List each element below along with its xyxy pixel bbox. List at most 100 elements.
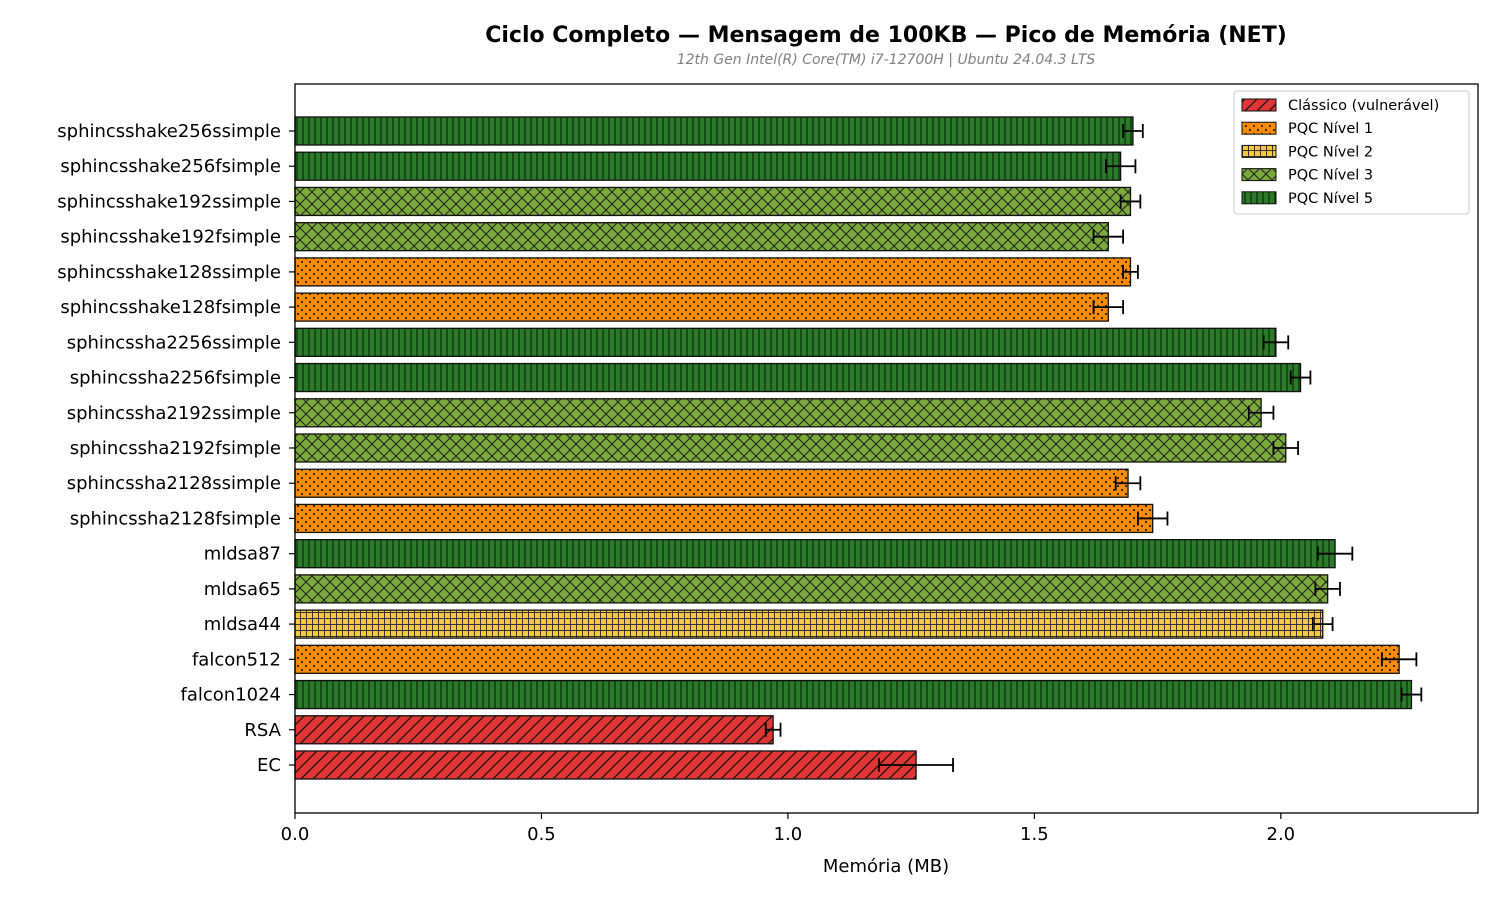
error-bar	[1122, 264, 1139, 279]
error-bar	[1272, 441, 1299, 455]
x-tick-labels: 0.0 0.5 1.0 1.5 2.0	[281, 813, 1295, 845]
y-tick-label: sphincsshake128fsimple	[60, 297, 281, 318]
y-tick-label: falcon512	[192, 649, 281, 670]
error-bar	[764, 722, 782, 737]
y-tick-label: sphincsshake256ssimple	[57, 121, 281, 142]
legend-swatch	[1241, 168, 1277, 182]
y-tick-label: sphincssha2128fsimple	[70, 508, 281, 529]
y-tick-label: EC	[257, 755, 281, 776]
bar-group	[294, 151, 1137, 181]
error-bar	[1380, 652, 1418, 667]
legend-swatch	[1241, 98, 1277, 112]
y-tick-label: sphincssha2192ssimple	[67, 403, 281, 424]
bar	[294, 574, 1329, 604]
error-bar	[1316, 546, 1354, 561]
bar-group	[294, 186, 1142, 217]
error-bar	[1092, 300, 1124, 315]
error-bar	[1122, 124, 1144, 138]
y-tick-label: falcon1024	[181, 685, 282, 706]
x-axis-label: Memória (MB)	[823, 856, 949, 877]
y-tick-label: sphincsshake192ssimple	[57, 191, 281, 212]
y-tick-label: mldsa65	[204, 579, 281, 600]
legend-swatch	[1241, 191, 1277, 205]
bar	[294, 715, 774, 745]
legend: Clássico (vulnerável) PQC Nível 1 PQC Níve…	[1233, 90, 1470, 215]
x-tick-label: 0.5	[527, 824, 556, 845]
error-bar	[1311, 617, 1334, 632]
legend-label: PQC Nível 1	[1288, 121, 1373, 137]
bar-group	[294, 539, 1354, 569]
y-tick-label: sphincssha2256ssimple	[67, 332, 281, 353]
x-tick-label: 1.5	[1020, 824, 1049, 845]
bar	[294, 503, 1154, 534]
bar	[294, 151, 1122, 181]
legend-label: PQC Nível 3	[1288, 168, 1373, 184]
bar	[294, 116, 1134, 146]
bar	[294, 362, 1302, 393]
legend-swatch	[1241, 121, 1277, 135]
bars-layer	[294, 116, 1423, 780]
y-tick-label: sphincssha2192fsimple	[70, 438, 281, 459]
plot-frame	[294, 83, 1479, 814]
y-tick-label: RSA	[244, 720, 281, 741]
bar	[294, 327, 1277, 357]
bar-group	[294, 362, 1312, 393]
chart-title: Ciclo Completo — Mensagem de 100KB — Pic…	[485, 23, 1287, 48]
y-tick-label: sphincssha2256fsimple	[70, 368, 281, 389]
error-bar	[1119, 194, 1142, 209]
bar	[294, 292, 1109, 322]
bar	[294, 609, 1324, 639]
bar	[294, 257, 1132, 287]
bar-group	[294, 574, 1341, 604]
error-bar	[1400, 687, 1423, 702]
y-tick-labels: sphincsshake256ssimple sphincsshake256fsi…	[57, 121, 295, 776]
y-tick-label: sphincsshake192fsimple	[60, 227, 281, 248]
error-bar	[1114, 476, 1142, 491]
bar	[294, 433, 1287, 463]
bar-group	[294, 715, 782, 745]
bar-group	[294, 609, 1334, 639]
x-tick-label: 2.0	[1267, 824, 1296, 845]
bar-group	[294, 327, 1290, 357]
bar-group	[294, 503, 1169, 534]
y-tick-label: sphincsshake256fsimple	[60, 156, 281, 177]
bar	[294, 398, 1262, 428]
legend-label: PQC Nível 2	[1288, 144, 1373, 160]
y-tick-label: sphincsshake128ssimple	[57, 262, 281, 283]
error-bar	[1289, 370, 1312, 385]
bar	[294, 539, 1336, 569]
bar-group	[294, 257, 1139, 287]
bar-group	[294, 398, 1275, 428]
x-tick-label: 0.0	[281, 824, 310, 845]
bar	[294, 679, 1413, 710]
legend-box	[1233, 90, 1470, 215]
legend-label: Clássico (vulnerável)	[1288, 98, 1439, 114]
chart-subtitle: 12th Gen Intel(R) Core(TM) i7-12700H | U…	[677, 52, 1096, 68]
bar-group	[294, 116, 1144, 146]
bar	[294, 750, 917, 780]
bar-group	[294, 750, 954, 780]
error-bar	[1136, 511, 1169, 526]
x-tick-label: 1.0	[774, 824, 803, 845]
error-bar	[878, 758, 954, 772]
error-bar	[1092, 229, 1124, 244]
error-bar	[1262, 335, 1290, 350]
bar	[294, 644, 1400, 674]
error-bar	[1247, 405, 1275, 420]
error-bar	[1314, 581, 1341, 596]
legend-swatch	[1241, 144, 1277, 158]
y-tick-label: mldsa44	[204, 614, 281, 635]
bar	[294, 468, 1129, 498]
bar-group	[294, 222, 1124, 252]
y-tick-label: mldsa87	[204, 544, 281, 565]
y-tick-label: sphincssha2128ssimple	[67, 473, 281, 494]
bar-group	[294, 433, 1299, 463]
bar-group	[294, 644, 1418, 674]
bar-group	[294, 468, 1142, 498]
bar	[294, 186, 1132, 217]
error-bar	[1104, 159, 1137, 174]
bar	[294, 222, 1109, 252]
legend-label: PQC Nível 5	[1288, 191, 1373, 207]
bar-group	[294, 679, 1423, 710]
